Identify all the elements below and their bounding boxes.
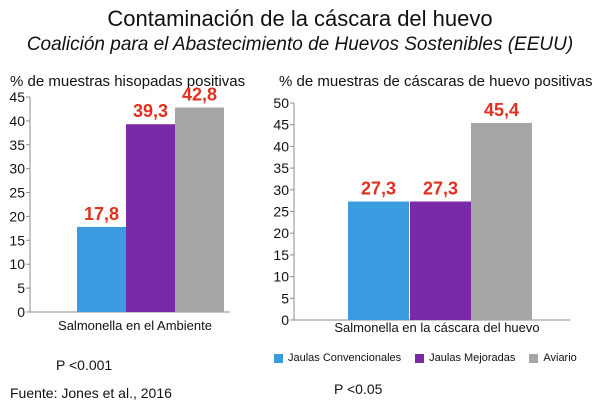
chart1-tick-label: 35 <box>9 137 25 153</box>
chart2-tick-label: 30 <box>273 182 289 198</box>
chart2-tick-label: 20 <box>273 225 289 241</box>
chart1-tick-label: 15 <box>9 232 25 248</box>
chart1-tick-label: 20 <box>9 208 25 224</box>
legend-swatch-convencional <box>274 353 283 363</box>
chart1-ylabel: % de muestras hisopadas positivas <box>10 73 246 90</box>
chart1-tick-label: 45 <box>9 89 25 105</box>
legend: Jaulas Convencionales Jaulas Mejoradas A… <box>274 352 591 364</box>
chart1-value-label-3: 42,8 <box>182 85 217 105</box>
chart2-tick-label: 0 <box>281 312 289 328</box>
chart1-tick-label: 10 <box>9 256 25 272</box>
chart-title: Contaminación de la cáscara del huevo <box>107 6 493 31</box>
chart-subtitle: Coalición para el Abastecimiento de Huev… <box>26 34 574 55</box>
source-note: Fuente: Jones et al., 2016 <box>10 385 172 401</box>
chart1-tick-label: 25 <box>9 185 25 201</box>
chart1-tick-label: 30 <box>9 161 25 177</box>
chart2-tick-label: 5 <box>281 290 289 306</box>
chart1-pvalue: P <0.001 <box>56 357 113 373</box>
legend-item-aviario: Aviario <box>529 352 577 364</box>
chart1-tick-label: 0 <box>17 304 25 320</box>
legend-label-mejoradas: Jaulas Mejoradas <box>429 352 516 364</box>
chart2-tick-label: 50 <box>273 95 289 111</box>
chart2-category-label: Salmonella en la cáscara del huevo <box>334 320 539 335</box>
chart2-bar-2 <box>410 201 471 320</box>
chart2-bar-1 <box>348 201 409 320</box>
chart1-tick-label: 40 <box>9 113 25 129</box>
chart2-tick-label: 10 <box>273 269 289 285</box>
chart2-ylabel: % de muestras de cáscaras de huevo posit… <box>279 73 593 90</box>
chart1-bar-1 <box>77 226 126 312</box>
chart1-bar-3 <box>175 107 224 312</box>
legend-item-mejoradas: Jaulas Mejoradas <box>415 352 515 364</box>
chart2-tick-label: 35 <box>273 160 289 176</box>
legend-swatch-mejoradas <box>415 353 425 363</box>
chart2-tick-label: 40 <box>273 138 289 154</box>
chart2-value-label-2: 27,3 <box>423 179 458 199</box>
chart2-pvalue: P <0.05 <box>334 381 383 397</box>
legend-swatch-aviario <box>529 353 539 363</box>
chart2-value-label-1: 27,3 <box>361 179 396 199</box>
chart2-tick-label: 45 <box>273 117 289 133</box>
chart1-category-label: Salmonella en el Ambiente <box>58 318 212 333</box>
chart1-tick-label: 5 <box>17 280 25 296</box>
chart1-value-label-1: 17,8 <box>84 204 119 224</box>
chart2-value-label-3: 45,4 <box>484 100 519 120</box>
legend-item-convencional: Jaulas Convencionales <box>274 352 401 364</box>
chart2-tick-label: 25 <box>273 204 289 220</box>
legend-label-aviario: Aviario <box>543 352 577 364</box>
legend-label-convencional: Jaulas Convencionales <box>288 352 402 364</box>
chart1-value-label-2: 39,3 <box>133 101 168 121</box>
chart1-bar-2 <box>126 124 175 312</box>
chart2-bar-3 <box>471 122 532 321</box>
chart2-tick-label: 15 <box>273 247 289 263</box>
